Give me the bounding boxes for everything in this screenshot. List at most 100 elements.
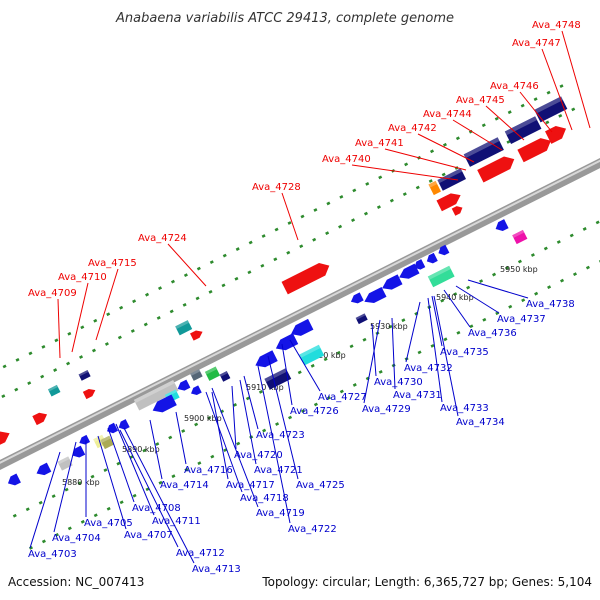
guide-dash: [67, 331, 72, 336]
guide-dash: [12, 513, 17, 518]
guide-dash: [274, 227, 279, 232]
guide-dash: [54, 532, 59, 537]
guide-dash: [469, 324, 474, 329]
tick-label: 5880 kbp: [62, 478, 100, 487]
guide-dash: [245, 396, 250, 401]
guide-dash: [155, 442, 160, 446]
gene-arrow-reverse: [350, 292, 364, 304]
gene-feature: [78, 370, 91, 381]
guide-dash: [481, 123, 486, 128]
guide-dash: [312, 237, 317, 242]
leader-line: [175, 411, 187, 465]
guide-rings: [1, 84, 600, 550]
gene-label-bottom: Ava_4730: [374, 377, 423, 388]
guide-dash: [441, 172, 446, 177]
leader-line: [123, 427, 195, 564]
gene-feature: [72, 445, 86, 458]
leader-line: [405, 301, 421, 363]
guide-dash: [38, 500, 43, 505]
guide-dash: [456, 330, 461, 335]
gene-arrow-reverse: [275, 333, 299, 351]
gene-arrow-forward: [281, 263, 330, 295]
guide-dash: [585, 265, 590, 270]
guide-dash: [530, 253, 535, 257]
guide-dash: [286, 250, 291, 255]
guide-dash: [339, 195, 344, 199]
guide-dash: [106, 506, 111, 511]
leader-line: [485, 105, 525, 141]
gene-label-top: Ava_4744: [423, 109, 472, 120]
gene-feature: [190, 330, 203, 341]
guide-dash: [313, 208, 318, 212]
gene-feature: [534, 96, 568, 123]
gene-box: [78, 370, 91, 381]
gene-feature: [7, 473, 21, 486]
gene-shine: [164, 389, 177, 398]
guide-dash: [429, 149, 435, 154]
leader-line: [519, 91, 553, 133]
guide-dash: [222, 253, 227, 258]
guide-dash: [521, 298, 526, 303]
gene-label-top: Ava_4710: [58, 272, 107, 283]
gene-feature: [107, 422, 118, 434]
guide-dash: [288, 415, 293, 420]
guide-dash: [54, 338, 59, 343]
gene-label-bottom: Ava_4712: [176, 548, 225, 559]
gene-box: [133, 380, 179, 411]
guide-dash: [534, 291, 539, 296]
gene-feature: [255, 350, 278, 368]
gene-feature: [177, 379, 191, 391]
guide-dash: [236, 441, 241, 446]
gene-arrow-forward: [82, 388, 96, 400]
guide-dash: [170, 279, 175, 284]
guide-dash: [157, 286, 163, 291]
gene-arrow-reverse: [255, 350, 278, 368]
gene-feature: [382, 274, 403, 290]
gene-arrow-reverse: [364, 286, 387, 304]
guide-dash: [362, 337, 367, 342]
leader-line: [29, 451, 61, 549]
guide-dash: [80, 325, 85, 330]
guide-dash: [546, 90, 551, 95]
guide-dash: [440, 298, 445, 303]
guide-dash: [299, 244, 304, 249]
gene-label-top: Ava_4740: [322, 154, 371, 165]
gene-feature: [264, 368, 292, 390]
guide-dash: [116, 461, 121, 466]
gene-feature: [438, 244, 450, 256]
guide-dash: [479, 279, 484, 283]
gene-label-top: Ava_4728: [252, 182, 301, 193]
gene-shine: [427, 265, 451, 280]
gene-feature: [100, 435, 114, 450]
gene-feature: [191, 385, 202, 395]
guide-dash: [533, 97, 538, 102]
gene-shine: [428, 180, 438, 188]
guide-dash: [235, 247, 240, 251]
leader-line: [205, 391, 243, 493]
gene-arrow-reverse: [426, 252, 438, 264]
guide-dash: [313, 402, 318, 407]
leader-line: [443, 289, 471, 328]
leader-line: [243, 375, 259, 430]
guide-dash: [517, 259, 522, 264]
gene-feature: [512, 229, 528, 245]
gene-label-bottom: Ava_4722: [288, 524, 337, 535]
guide-dash: [248, 240, 253, 245]
guide-dash: [258, 390, 263, 394]
gene-box: [47, 384, 61, 397]
guide-dash: [158, 480, 163, 485]
guide-dash: [169, 309, 174, 314]
gene-arrow-reverse: [382, 274, 403, 290]
guide-dash: [504, 266, 510, 270]
guide-dash: [132, 493, 137, 498]
guide-dash: [388, 324, 393, 329]
leader-line: [363, 319, 381, 404]
guide-dash: [261, 234, 266, 238]
gene-feature: [0, 431, 10, 451]
guide-dash: [183, 273, 188, 278]
guide-dash: [209, 260, 214, 264]
gene-feature: [219, 371, 231, 382]
gene-box: [355, 313, 368, 325]
gene-label-bottom: Ava_4720: [234, 450, 283, 461]
